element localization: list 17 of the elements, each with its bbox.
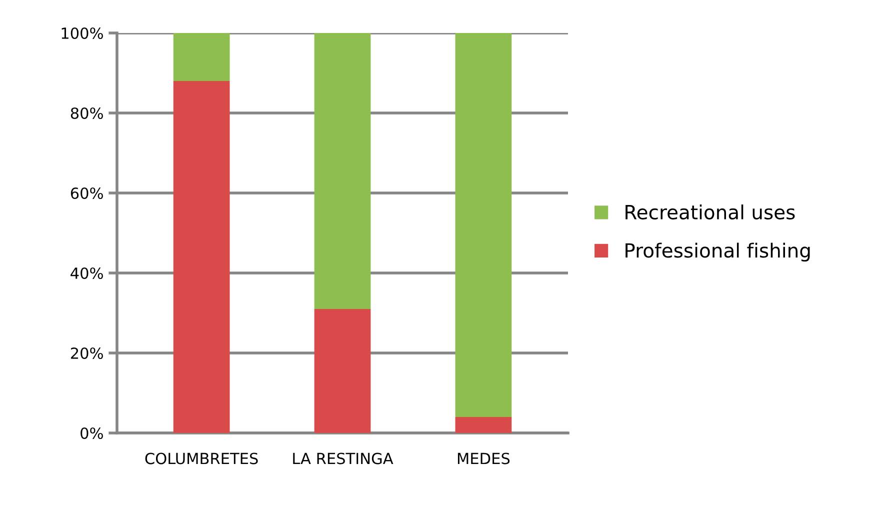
- bar: [173, 33, 230, 81]
- bar: [314, 33, 371, 309]
- y-tick-label: 60%: [70, 187, 103, 200]
- y-tick-label: 0%: [80, 427, 103, 440]
- y-tick-label: 20%: [70, 347, 103, 360]
- legend-label: Recreational uses: [626, 204, 795, 220]
- bar: [455, 33, 512, 417]
- y-tick-label: 80%: [70, 107, 103, 120]
- x-tick-label: COLUMBRETES: [145, 452, 258, 464]
- bar: [314, 309, 371, 433]
- x-tick-label: LA RESTINGA: [293, 452, 394, 464]
- legend-label: Professional fishing: [626, 242, 810, 262]
- bar: [173, 81, 230, 433]
- x-tick-label: MEDES: [458, 452, 510, 464]
- y-tick-label: 100%: [62, 27, 103, 40]
- y-tick-label: 40%: [70, 267, 103, 280]
- bar: [455, 417, 512, 433]
